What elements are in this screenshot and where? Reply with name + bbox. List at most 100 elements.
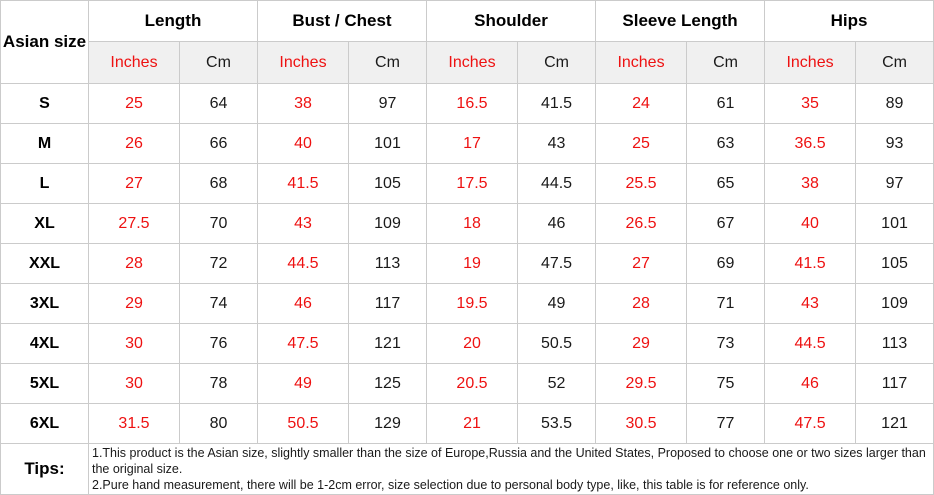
table-row: 4XL 30 76 47.5 121 20 50.5 29 73 44.5 113 bbox=[0, 323, 934, 364]
unit-header-cm: Cm bbox=[686, 41, 766, 84]
inches-value: 29 bbox=[88, 283, 180, 324]
unit-header-inches: Inches bbox=[426, 41, 518, 84]
table-row: 5XL 30 78 49 125 20.5 52 29.5 75 46 117 bbox=[0, 363, 934, 404]
cm-value: 117 bbox=[855, 363, 934, 404]
cm-value: 101 bbox=[855, 203, 934, 244]
cm-value: 74 bbox=[179, 283, 258, 324]
group-header-sleeve-length: Sleeve Length bbox=[595, 0, 766, 42]
cm-value: 121 bbox=[855, 403, 934, 444]
cm-value: 52 bbox=[516, 363, 597, 404]
group-header-hips: Hips bbox=[764, 0, 934, 42]
inches-value: 47.5 bbox=[257, 323, 349, 364]
cm-value: 117 bbox=[348, 283, 427, 324]
unit-header-inches: Inches bbox=[257, 41, 349, 84]
inches-value: 41.5 bbox=[764, 243, 857, 284]
inches-value: 50.5 bbox=[257, 403, 349, 444]
inches-value: 38 bbox=[257, 83, 349, 124]
cm-value: 73 bbox=[686, 323, 766, 364]
table-row: XXL 28 72 44.5 113 19 47.5 27 69 41.5 105 bbox=[0, 243, 934, 284]
size-label: XXL bbox=[0, 243, 89, 284]
size-label: 5XL bbox=[0, 363, 89, 404]
size-label: 4XL bbox=[0, 323, 89, 364]
group-header-row: Asian size Length Bust / Chest Shoulder … bbox=[0, 0, 934, 84]
cm-value: 46 bbox=[516, 203, 597, 244]
cm-value: 41.5 bbox=[516, 83, 597, 124]
size-label: 6XL bbox=[0, 403, 89, 444]
unit-header-inches: Inches bbox=[88, 41, 180, 84]
inches-value: 36.5 bbox=[764, 123, 857, 164]
size-label: S bbox=[0, 83, 89, 124]
inches-value: 43 bbox=[257, 203, 349, 244]
cm-value: 109 bbox=[348, 203, 427, 244]
corner-header: Asian size bbox=[0, 0, 89, 84]
size-label: XL bbox=[0, 203, 89, 244]
cm-value: 121 bbox=[348, 323, 427, 364]
inches-value: 46 bbox=[764, 363, 857, 404]
cm-value: 53.5 bbox=[516, 403, 597, 444]
table-row: 3XL 29 74 46 117 19.5 49 28 71 43 109 bbox=[0, 283, 934, 324]
group-header-length: Length bbox=[88, 0, 258, 42]
cm-value: 75 bbox=[686, 363, 766, 404]
cm-value: 93 bbox=[855, 123, 934, 164]
cm-value: 66 bbox=[179, 123, 258, 164]
cm-value: 77 bbox=[686, 403, 766, 444]
unit-header-cm: Cm bbox=[348, 41, 427, 84]
cm-value: 97 bbox=[855, 163, 934, 204]
cm-value: 47.5 bbox=[516, 243, 597, 284]
inches-value: 20.5 bbox=[426, 363, 518, 404]
inches-value: 38 bbox=[764, 163, 857, 204]
inches-value: 26.5 bbox=[595, 203, 688, 244]
inches-value: 27 bbox=[88, 163, 180, 204]
inches-value: 47.5 bbox=[764, 403, 857, 444]
inches-value: 29.5 bbox=[595, 363, 688, 404]
cm-value: 76 bbox=[179, 323, 258, 364]
inches-value: 31.5 bbox=[88, 403, 180, 444]
inches-value: 30 bbox=[88, 323, 180, 364]
inches-value: 28 bbox=[88, 243, 180, 284]
inches-value: 24 bbox=[595, 83, 688, 124]
cm-value: 78 bbox=[179, 363, 258, 404]
group-header-bust-chest: Bust / Chest bbox=[257, 0, 427, 42]
unit-header-cm: Cm bbox=[516, 41, 597, 84]
cm-value: 68 bbox=[179, 163, 258, 204]
cm-value: 70 bbox=[179, 203, 258, 244]
inches-value: 20 bbox=[426, 323, 518, 364]
size-label: M bbox=[0, 123, 89, 164]
inches-value: 19.5 bbox=[426, 283, 518, 324]
cm-value: 125 bbox=[348, 363, 427, 404]
tips-line-1: 1.This product is the Asian size, slight… bbox=[92, 446, 926, 476]
inches-value: 35 bbox=[764, 83, 857, 124]
cm-value: 97 bbox=[348, 83, 427, 124]
cm-value: 65 bbox=[686, 163, 766, 204]
cm-value: 72 bbox=[179, 243, 258, 284]
inches-value: 40 bbox=[764, 203, 857, 244]
cm-value: 113 bbox=[855, 323, 934, 364]
cm-value: 101 bbox=[348, 123, 427, 164]
group-header-shoulder: Shoulder bbox=[425, 0, 597, 42]
unit-header-inches: Inches bbox=[595, 41, 688, 84]
unit-header-cm: Cm bbox=[855, 41, 934, 84]
inches-value: 17 bbox=[426, 123, 518, 164]
inches-value: 19 bbox=[426, 243, 518, 284]
table-row: XL 27.5 70 43 109 18 46 26.5 67 40 101 bbox=[0, 203, 934, 244]
tips-text: 1.This product is the Asian size, slight… bbox=[87, 443, 934, 495]
cm-value: 105 bbox=[348, 163, 427, 204]
inches-value: 26 bbox=[88, 123, 180, 164]
cm-value: 113 bbox=[348, 243, 427, 284]
inches-value: 40 bbox=[257, 123, 349, 164]
inches-value: 28 bbox=[595, 283, 688, 324]
tips-line-2: 2.Pure hand measurement, there will be 1… bbox=[92, 478, 809, 492]
inches-value: 30.5 bbox=[595, 403, 688, 444]
inches-value: 43 bbox=[764, 283, 857, 324]
unit-header-inches: Inches bbox=[764, 41, 857, 84]
table-row: 6XL 31.5 80 50.5 129 21 53.5 30.5 77 47.5 121 bbox=[0, 403, 934, 444]
inches-value: 25.5 bbox=[595, 163, 688, 204]
cm-value: 109 bbox=[855, 283, 934, 324]
inches-value: 16.5 bbox=[426, 83, 518, 124]
cm-value: 80 bbox=[179, 403, 258, 444]
inches-value: 41.5 bbox=[257, 163, 349, 204]
cm-value: 49 bbox=[516, 283, 597, 324]
tips-label: Tips: bbox=[0, 443, 89, 495]
inches-value: 21 bbox=[426, 403, 518, 444]
